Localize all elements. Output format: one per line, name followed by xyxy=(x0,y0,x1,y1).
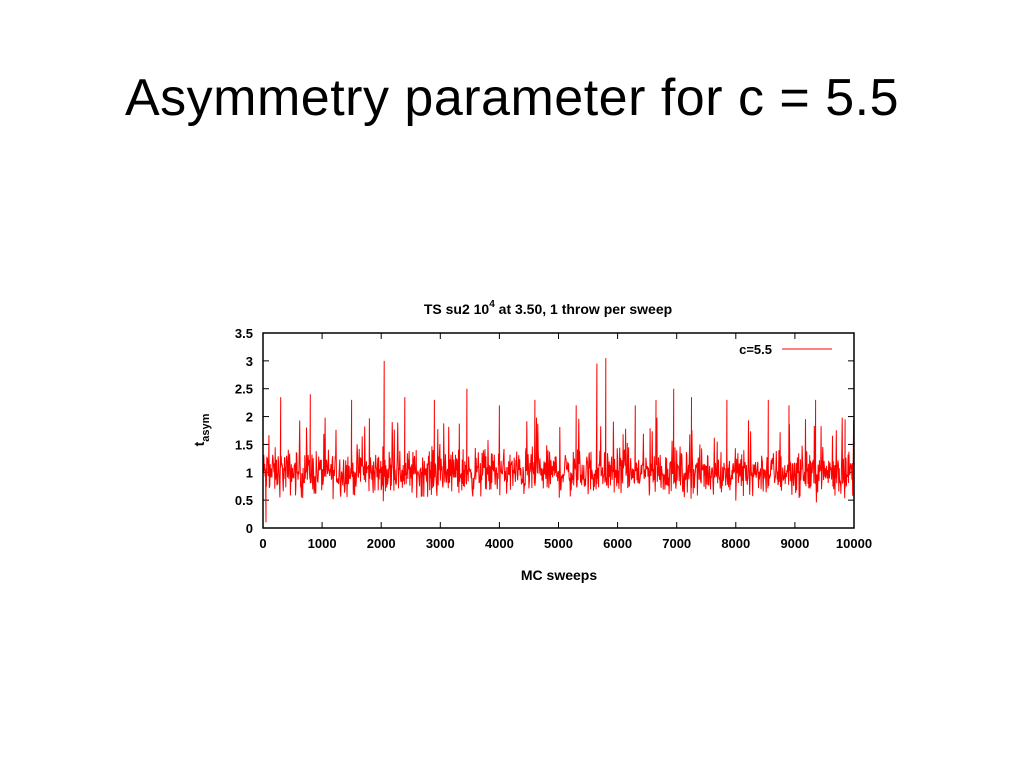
y-axis-label: tasym xyxy=(191,413,212,446)
x-tick-label: 9000 xyxy=(780,536,809,551)
x-tick-label: 3000 xyxy=(426,536,455,551)
y-tick-labels: 0 0.5 1 1.5 2 2.5 3 3.5 xyxy=(235,326,253,536)
chart-container: TS su2 104 at 3.50, 1 throw per sweep 0 1… xyxy=(176,290,876,590)
x-tick-label: 4000 xyxy=(485,536,514,551)
legend-label: c=5.5 xyxy=(739,342,772,357)
series-layer xyxy=(262,358,855,523)
x-tick-label: 5000 xyxy=(544,536,573,551)
slide-title: Asymmetry parameter for c = 5.5 xyxy=(124,69,900,127)
x-tick-label: 6000 xyxy=(603,536,632,551)
line-chart: TS su2 104 at 3.50, 1 throw per sweep 0 1… xyxy=(191,299,872,583)
x-tick-label: 0 xyxy=(259,536,266,551)
y-tick-label: 0 xyxy=(246,521,253,536)
y-tick-label: 0.5 xyxy=(235,493,253,508)
y-tick-label: 3 xyxy=(246,354,253,369)
y-tick-label: 2 xyxy=(246,410,253,425)
x-tick-label: 1000 xyxy=(308,536,337,551)
y-axis-label-sub: asym xyxy=(200,413,212,441)
series-line-c-5-5 xyxy=(262,358,855,523)
x-tick-label: 10000 xyxy=(836,536,872,551)
x-axis-label: MC sweeps xyxy=(521,567,597,583)
x-tick-label: 7000 xyxy=(662,536,691,551)
x-tick-labels: 0 1000 2000 3000 4000 5000 6000 7000 8000 9000 100… xyxy=(259,536,872,551)
plot-frame xyxy=(262,332,855,529)
y-axis-label-main: t xyxy=(191,441,207,446)
y-tick-label: 1.5 xyxy=(235,437,253,452)
y-tick-label: 1 xyxy=(246,465,253,480)
chart-title-main: TS su2 10 xyxy=(424,301,490,317)
y-tick-label: 2.5 xyxy=(235,382,253,397)
y-tick-label: 3.5 xyxy=(235,326,253,341)
x-tick-label: 8000 xyxy=(721,536,750,551)
legend: c=5.5 xyxy=(739,342,832,357)
chart-title-superscript: 4 xyxy=(489,299,495,310)
chart-title-rest: at 3.50, 1 throw per sweep xyxy=(495,301,672,317)
x-tick-label: 2000 xyxy=(367,536,396,551)
chart-title: TS su2 104 at 3.50, 1 throw per sweep xyxy=(424,299,672,317)
